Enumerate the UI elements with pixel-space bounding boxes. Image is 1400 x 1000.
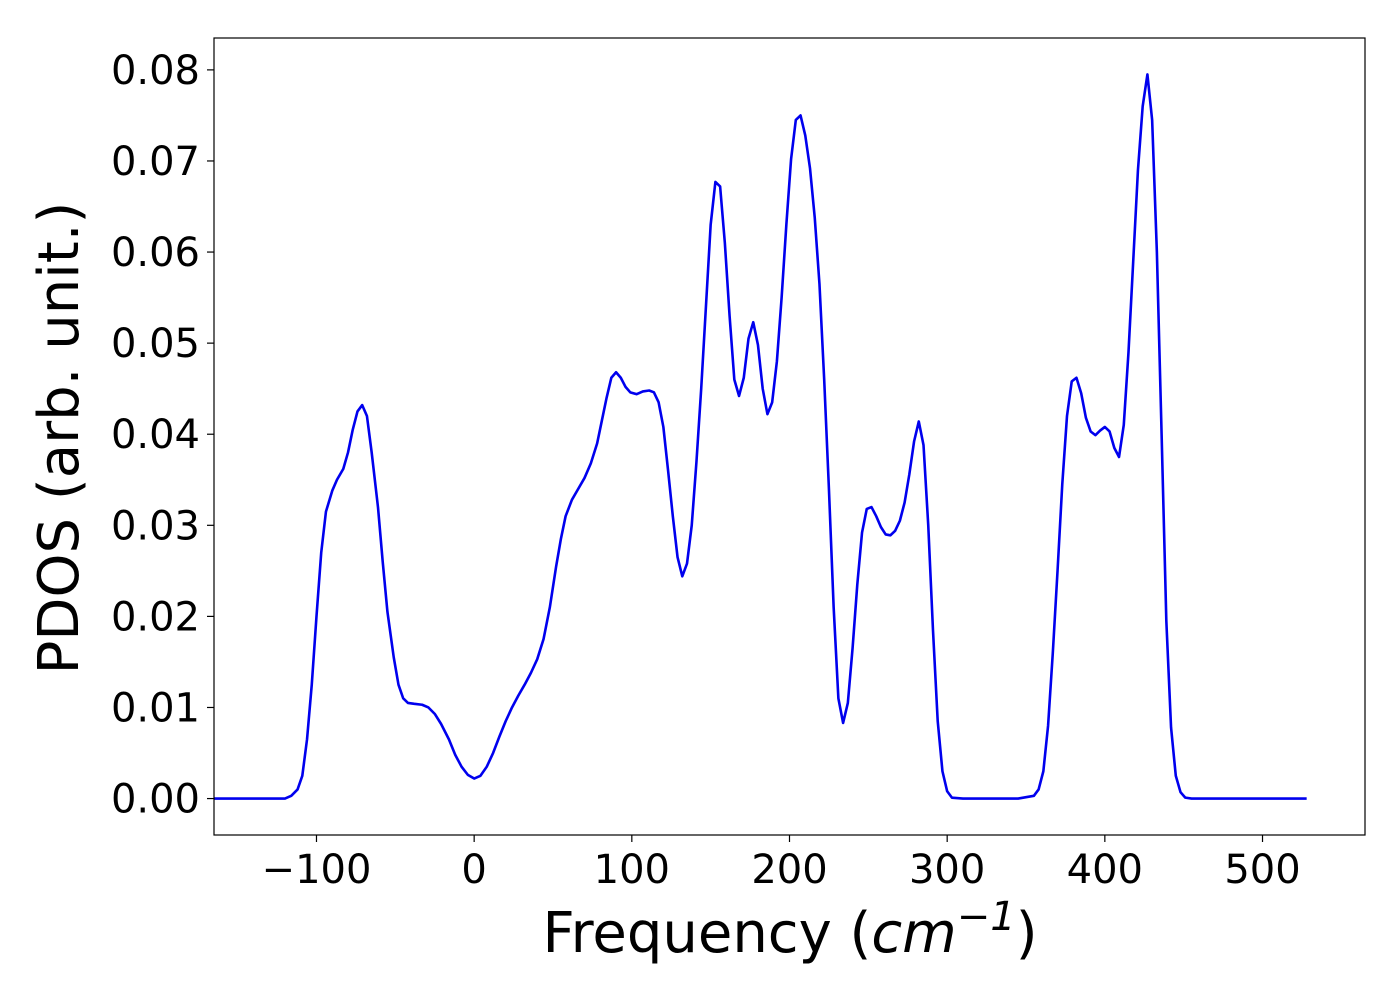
y-tick-label: 0.02 [111, 594, 200, 640]
x-tick-label: −100 [262, 847, 372, 893]
x-tick-label: 0 [461, 847, 486, 893]
y-tick-label: 0.00 [111, 777, 200, 823]
plot-series [214, 73, 1307, 800]
x-tick-label: 300 [909, 847, 985, 893]
x-tick-label: 100 [594, 847, 670, 893]
x-axis-ticks: −100 0 100 200 300 400 500 [262, 835, 1301, 893]
x-tick-label: 200 [751, 847, 827, 893]
x-tick-label: 400 [1067, 847, 1143, 893]
y-tick-label: 0.08 [111, 48, 200, 94]
y-tick-label: 0.07 [111, 139, 200, 185]
x-axis-label-text: Frequency ( [542, 901, 871, 966]
x-tick-label: 500 [1224, 847, 1300, 893]
y-axis-ticks: 0.00 0.01 0.02 0.03 0.04 0.05 0.06 0.07 0.08 [111, 48, 214, 823]
x-axis-label: Frequency (cm−1) [542, 894, 1037, 966]
pdos-series-line [214, 73, 1307, 800]
y-tick-label: 0.03 [111, 503, 200, 549]
y-tick-label: 0.06 [111, 230, 200, 276]
x-axis-label-unit: cm [871, 901, 956, 966]
y-tick-label: 0.01 [111, 685, 200, 731]
x-axis-label-unit-exponent: −1 [957, 894, 1016, 940]
y-tick-label: 0.05 [111, 321, 200, 367]
y-tick-label: 0.04 [111, 412, 200, 458]
x-axis-label-close: ) [1016, 901, 1038, 966]
y-axis-label: PDOS (arb. unit.) [27, 202, 92, 675]
